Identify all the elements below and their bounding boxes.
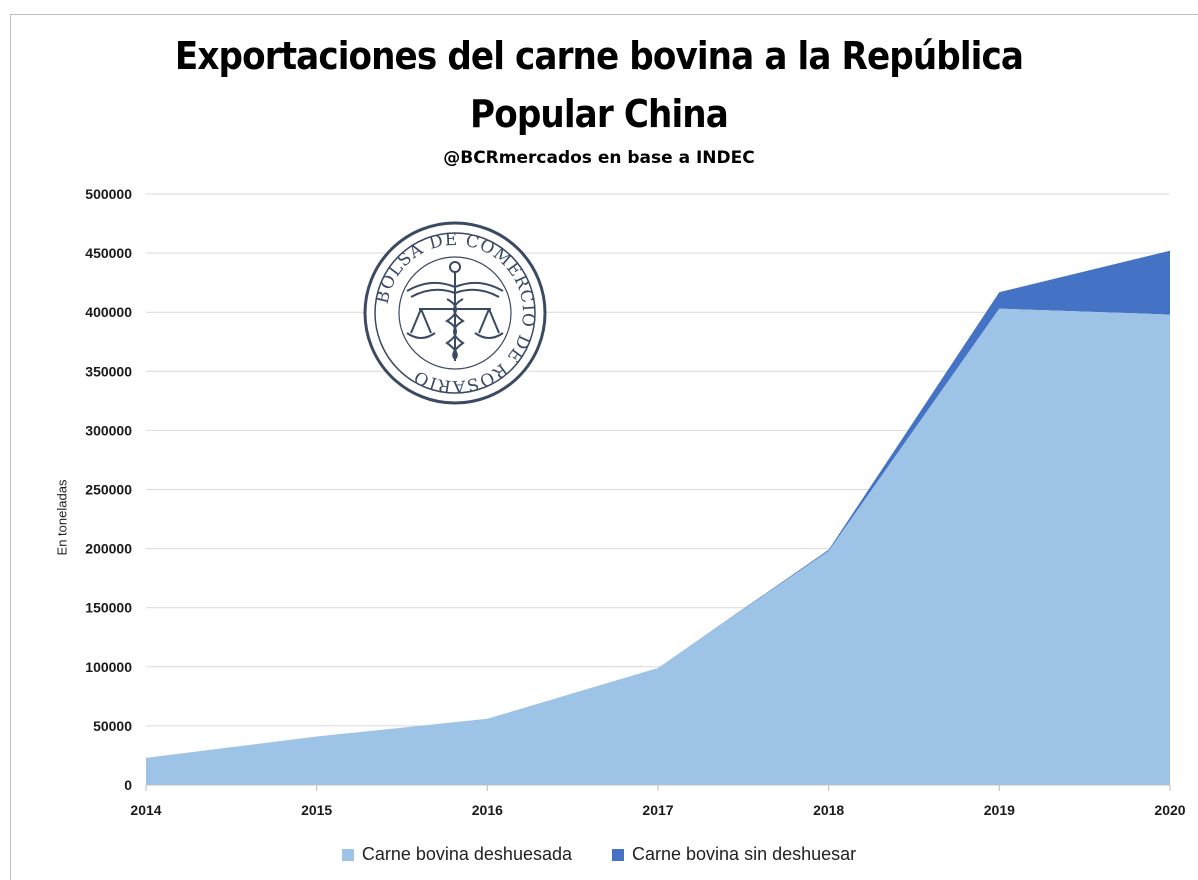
area-series	[146, 250, 1170, 786]
x-tick-label: 2017	[642, 802, 673, 818]
area-carne-bovina-deshuesada	[146, 308, 1170, 785]
x-tick-label: 2014	[130, 802, 161, 818]
legend-swatch-sin-deshuesar	[612, 848, 624, 861]
x-axis-ticks: 2014 2015 2016 2017 2018 2019 2020	[130, 785, 1186, 818]
y-tick-label: 50000	[93, 718, 132, 734]
y-axis-label: En toneladas	[54, 479, 70, 556]
chart-frame	[10, 14, 1198, 880]
x-tick-label: 2016	[472, 802, 503, 818]
y-tick-label: 300000	[85, 422, 132, 438]
chart-subtitle: @BCRmercados en base a INDEC	[443, 148, 755, 168]
logo-inner-ring	[374, 232, 536, 394]
y-tick-label: 250000	[85, 482, 132, 498]
y-tick-label: 100000	[85, 659, 132, 675]
y-tick-label: 350000	[85, 363, 132, 379]
legend-item-sin-deshuesar: Carne bovina sin deshuesar	[612, 844, 856, 865]
legend-label-deshuesada: Carne bovina deshuesada	[361, 844, 572, 864]
x-tick-label: 2020	[1154, 802, 1185, 818]
legend-item-deshuesada: Carne bovina deshuesada	[341, 844, 572, 865]
x-tick-label: 2015	[301, 802, 332, 818]
chart-legend: Carne bovina deshuesada Carne bovina sin…	[0, 844, 1198, 865]
bcr-logo-seal: BOLSA DE COMERCIO DE ROSARIO	[363, 221, 547, 405]
y-tick-label: 150000	[85, 600, 132, 616]
chart-title-line1: Exportaciones del carne bovina a la Repú…	[174, 34, 1024, 78]
y-tick-label: 450000	[85, 245, 132, 261]
legend-label-sin-deshuesar: Carne bovina sin deshuesar	[632, 844, 857, 864]
x-tick-label: 2018	[813, 802, 844, 818]
y-axis-ticks: 0 50000 100000 150000 200000 250000 300000 3500…	[85, 186, 132, 793]
area-carne-bovina-sin-deshuesar	[146, 250, 1170, 758]
logo-center-ring	[398, 256, 512, 370]
y-tick-label: 0	[124, 777, 132, 793]
y-tick-label: 400000	[85, 304, 132, 320]
chart-title-line2: Popular China	[470, 92, 729, 136]
y-tick-label: 200000	[85, 541, 132, 557]
caduceus-icon	[406, 261, 504, 361]
legend-swatch-deshuesada	[341, 848, 354, 861]
y-tick-label: 500000	[85, 186, 132, 202]
x-tick-label: 2019	[984, 802, 1015, 818]
